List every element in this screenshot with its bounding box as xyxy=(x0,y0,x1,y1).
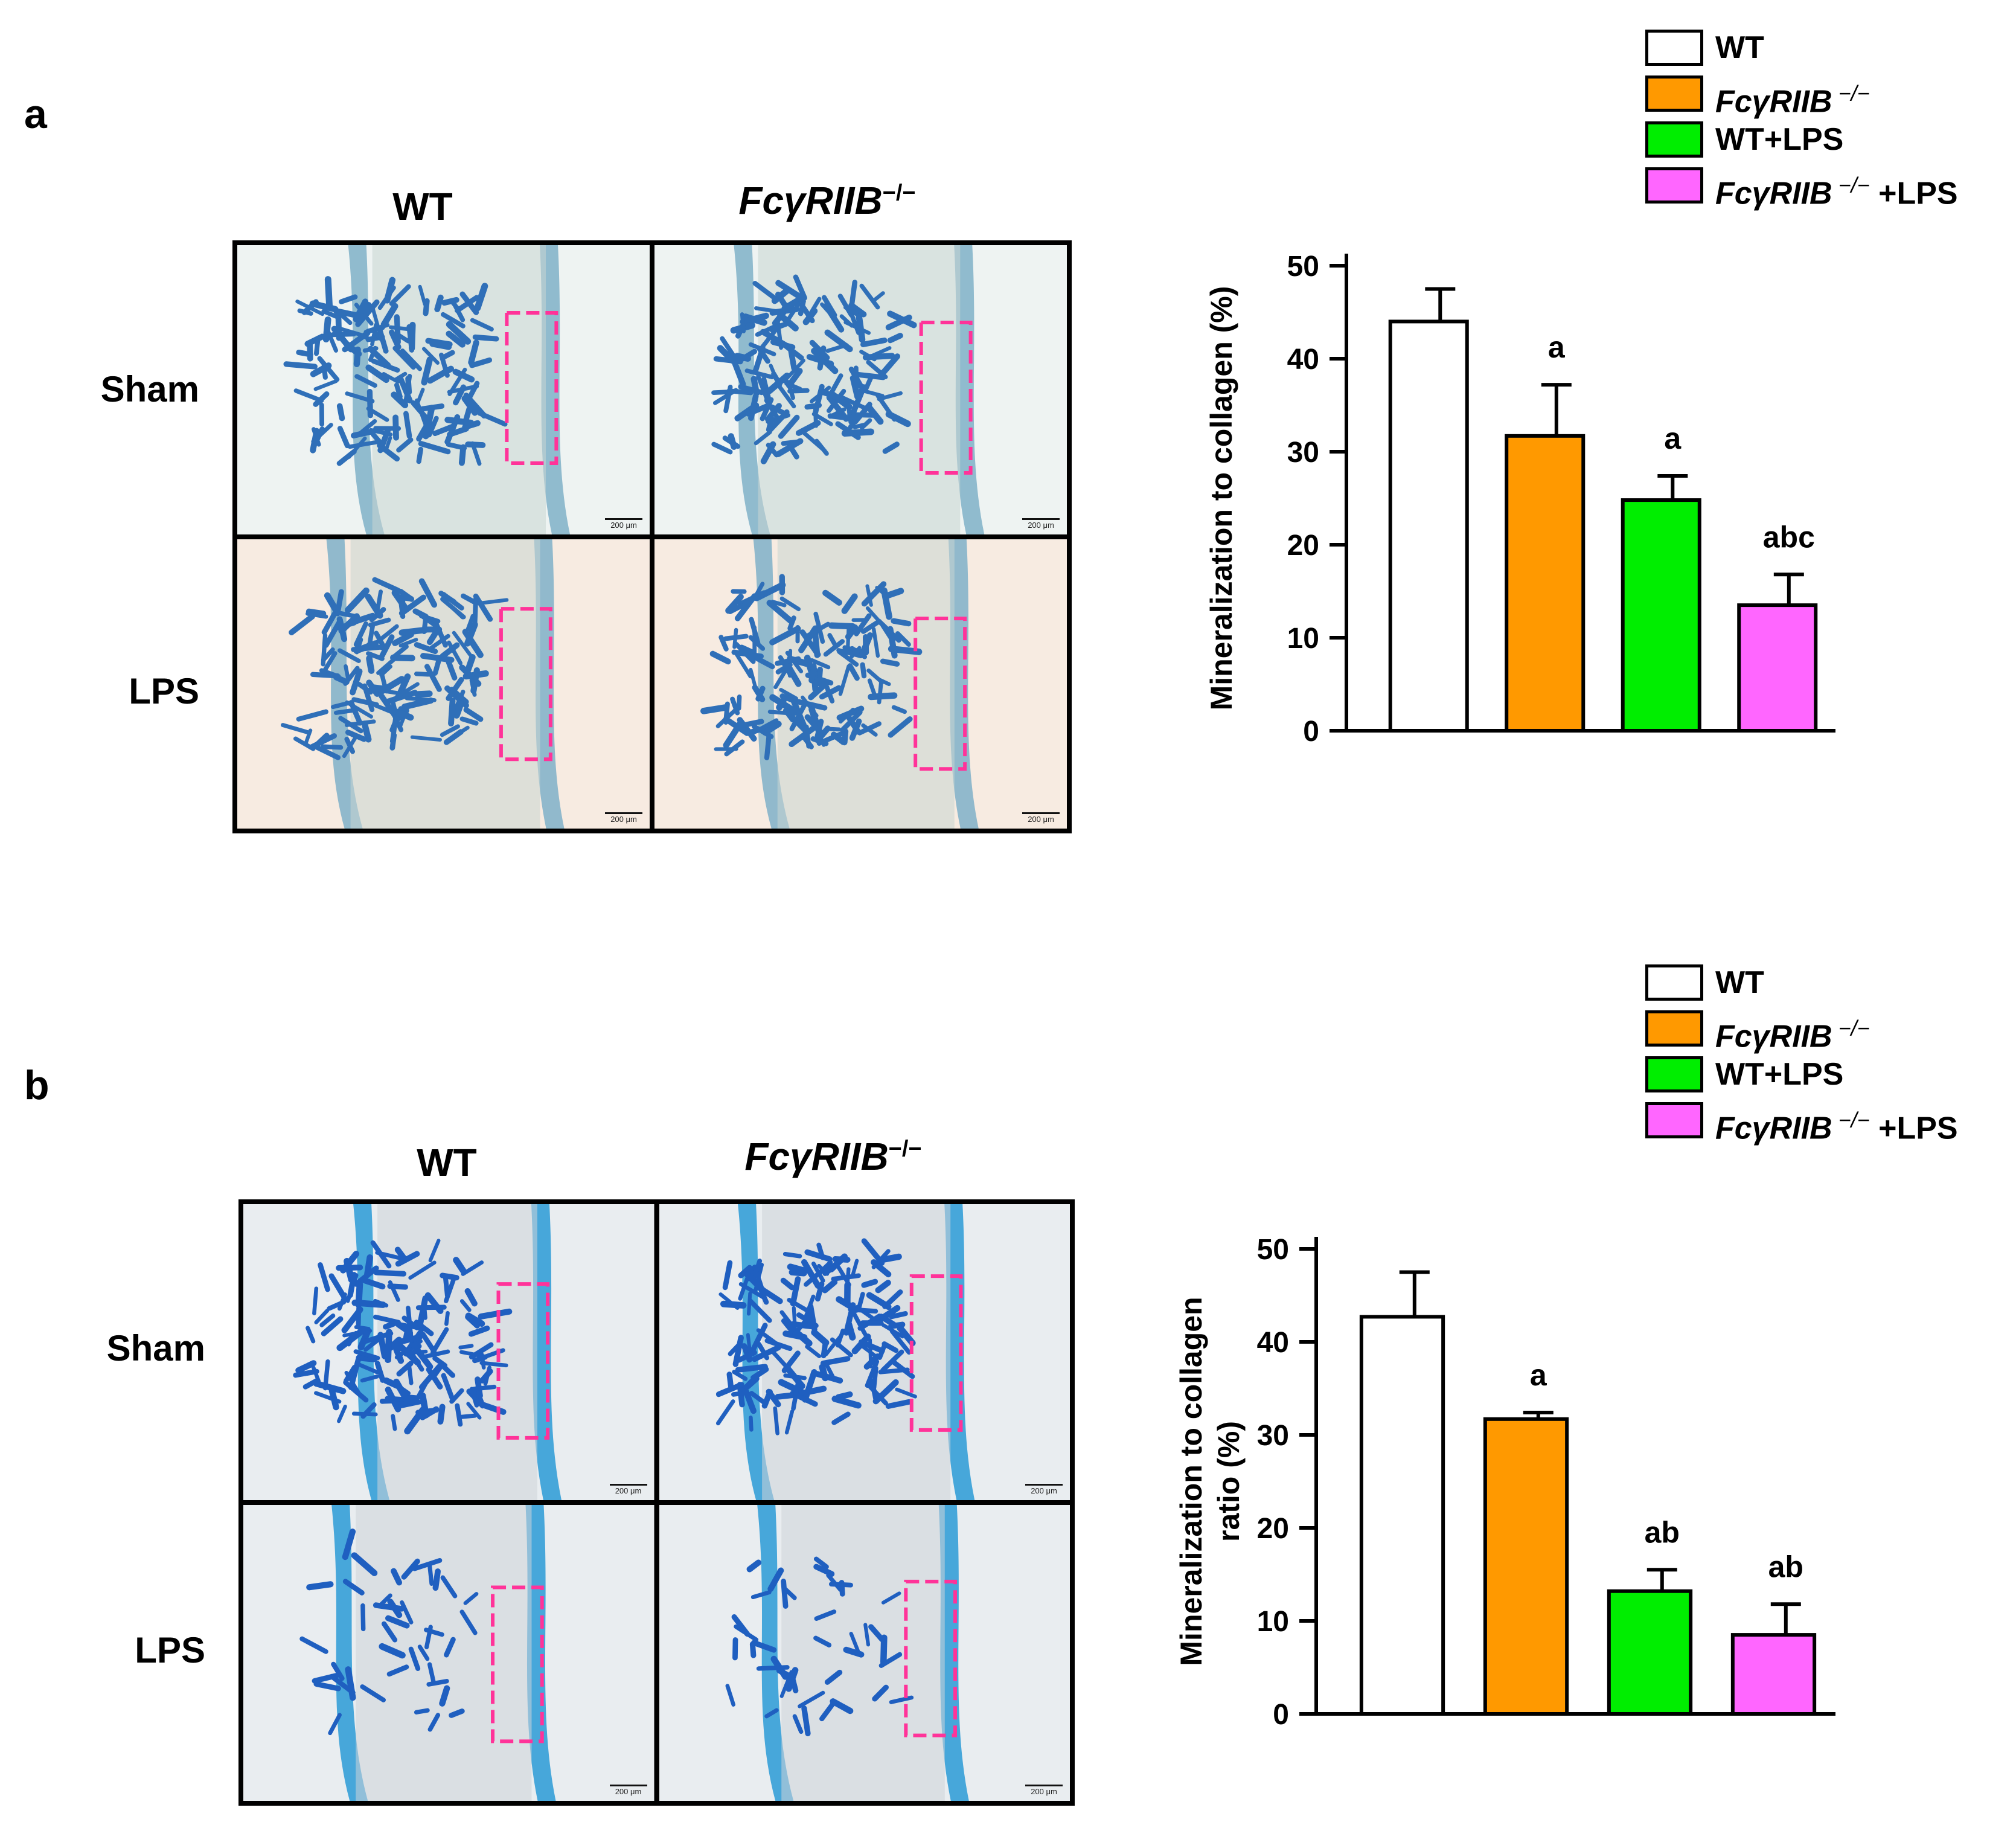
legend-swatch xyxy=(1645,121,1703,158)
legend-label: FcγRIIB −/− +LPS xyxy=(1715,1108,1958,1146)
significance-label: a xyxy=(1664,422,1682,455)
y-tick-label: 20 xyxy=(1287,530,1319,562)
panel-a: a WT FcγRIIB−/− Sham LPS 200 μm 200 μm 200… xyxy=(24,27,2016,833)
column-header-wt: WT xyxy=(392,185,453,228)
bar-chart: Mineralization to collagen ratio (%) 0 10 20… xyxy=(1153,1213,1848,1786)
histology-image cell-lps-ko: 200 μm xyxy=(654,539,1067,829)
histology-image cell-sham-ko: 200 μm xyxy=(659,1204,1070,1500)
histology-image cell-lps-wt: 200 μm xyxy=(237,539,650,829)
scale-bar-label: 200 μm xyxy=(609,1484,647,1495)
legend-label: FcγRIIB −/− xyxy=(1715,1016,1870,1054)
legend-item: WT xyxy=(1645,962,2016,1007)
bar xyxy=(1730,1633,1817,1716)
y-tick-label: 50 xyxy=(1257,1234,1289,1266)
legend-swatch xyxy=(1645,1056,1703,1092)
y-tick-label: 0 xyxy=(1273,1699,1289,1731)
row-header-lps: LPS xyxy=(129,671,199,711)
legend-label: WT+LPS xyxy=(1715,1057,1844,1092)
histology-section xyxy=(659,1204,1070,1500)
bar-chart-svg: Mineralization to collagen ratio (%) 0 10 20… xyxy=(1174,1234,1835,1731)
histology-section xyxy=(237,539,650,829)
legend-item: WT+LPS xyxy=(1645,1054,2016,1099)
bar xyxy=(1359,1315,1445,1716)
column-header-wt: WT xyxy=(417,1141,477,1184)
significance-label: a xyxy=(1530,1358,1547,1392)
legend-item: FcγRIIB −/− +LPS xyxy=(1645,1100,2016,1146)
histology-image cell-lps-ko: 200 μm xyxy=(659,1505,1070,1801)
scale-bar-label: 200 μm xyxy=(605,812,642,824)
y-axis-label: Mineralization to collagen (%) xyxy=(1205,286,1238,711)
histology-section xyxy=(659,1505,1070,1801)
legend-label: FcγRIIB −/− +LPS xyxy=(1715,173,1958,211)
row-header-sham: Sham xyxy=(100,369,199,409)
y-tick-label: 10 xyxy=(1287,623,1319,655)
legend-label: WT+LPS xyxy=(1715,122,1844,157)
bar xyxy=(1607,1589,1693,1716)
panel-b: b WT FcγRIIB−/− Sham LPS 200 μm 200 μm 200… xyxy=(0,911,2016,1821)
bar-chart: Mineralization to collagen (%) 0 10 20 30 40 5… xyxy=(1183,229,1848,803)
legend-swatch xyxy=(1645,75,1703,112)
legend-item: WT xyxy=(1645,27,2016,72)
y-tick-label: 40 xyxy=(1257,1327,1289,1359)
panel-label: a xyxy=(24,91,47,137)
significance-label: ab xyxy=(1768,1550,1803,1583)
bar xyxy=(1737,603,1818,733)
histology-image cell-sham-wt: 200 μm xyxy=(243,1204,654,1500)
y-tick-label: 0 xyxy=(1303,716,1319,748)
panel-label: b xyxy=(24,1062,50,1108)
legend-label: WT xyxy=(1715,30,1764,65)
significance-label: ab xyxy=(1645,1515,1680,1549)
legend-item: FcγRIIB −/− xyxy=(1645,1008,2016,1054)
y-axis-label: ratio (%) xyxy=(1212,1421,1246,1542)
row-header-sham: Sham xyxy=(106,1328,205,1368)
histology-image cell-sham-ko: 200 μm xyxy=(654,245,1067,534)
scale-bar-label: 200 μm xyxy=(1022,518,1060,530)
histology-grid: 200 μm 200 μm 200 μm 200 μm xyxy=(238,1199,1075,1806)
scale-bar-label: 200 μm xyxy=(1022,812,1060,824)
histology-section xyxy=(237,245,650,534)
legend-label: FcγRIIB −/− xyxy=(1715,81,1870,120)
histology-grid: 200 μm 200 μm 200 μm 200 μm xyxy=(232,240,1072,833)
histology-section xyxy=(654,539,1067,829)
y-axis-label: Mineralization to collagen xyxy=(1174,1297,1208,1666)
histology-section xyxy=(243,1505,654,1801)
column-header-fcgriib: FcγRIIB−/− xyxy=(738,179,916,222)
legend-item: FcγRIIB −/− xyxy=(1645,73,2016,119)
legend-swatch xyxy=(1645,30,1703,66)
histology-section xyxy=(243,1204,654,1500)
histology-image cell-sham-wt: 200 μm xyxy=(237,245,650,534)
legend-swatch xyxy=(1645,964,1703,1001)
significance-label: a xyxy=(1548,330,1566,364)
column-header-fcgriib: FcγRIIB−/− xyxy=(744,1135,922,1178)
legend-swatch xyxy=(1645,167,1703,204)
row-header-lps: LPS xyxy=(135,1630,205,1670)
y-tick-label: 50 xyxy=(1287,251,1319,283)
histology-section xyxy=(654,245,1067,534)
bar-chart-svg: Mineralization to collagen (%) 0 10 20 30 40 5… xyxy=(1205,251,1835,748)
y-tick-label: 30 xyxy=(1287,437,1319,469)
bar xyxy=(1388,319,1469,733)
scale-bar-label: 200 μm xyxy=(609,1785,647,1796)
significance-label: abc xyxy=(1763,520,1815,554)
legend-swatch xyxy=(1645,1102,1703,1138)
legend-swatch xyxy=(1645,1010,1703,1047)
legend-label: WT xyxy=(1715,965,1764,1000)
y-tick-label: 20 xyxy=(1257,1513,1289,1545)
scale-bar-label: 200 μm xyxy=(1025,1484,1063,1495)
y-tick-label: 40 xyxy=(1287,344,1319,376)
bar xyxy=(1483,1417,1569,1716)
y-tick-label: 30 xyxy=(1257,1420,1289,1452)
y-tick-label: 10 xyxy=(1257,1606,1289,1638)
histology-image cell-lps-wt: 200 μm xyxy=(243,1505,654,1801)
bar xyxy=(1621,498,1701,733)
scale-bar-label: 200 μm xyxy=(1025,1785,1063,1796)
legend-item: FcγRIIB −/− +LPS xyxy=(1645,165,2016,211)
legend-item: WT+LPS xyxy=(1645,119,2016,164)
bar xyxy=(1505,434,1586,733)
scale-bar-label: 200 μm xyxy=(605,518,642,530)
